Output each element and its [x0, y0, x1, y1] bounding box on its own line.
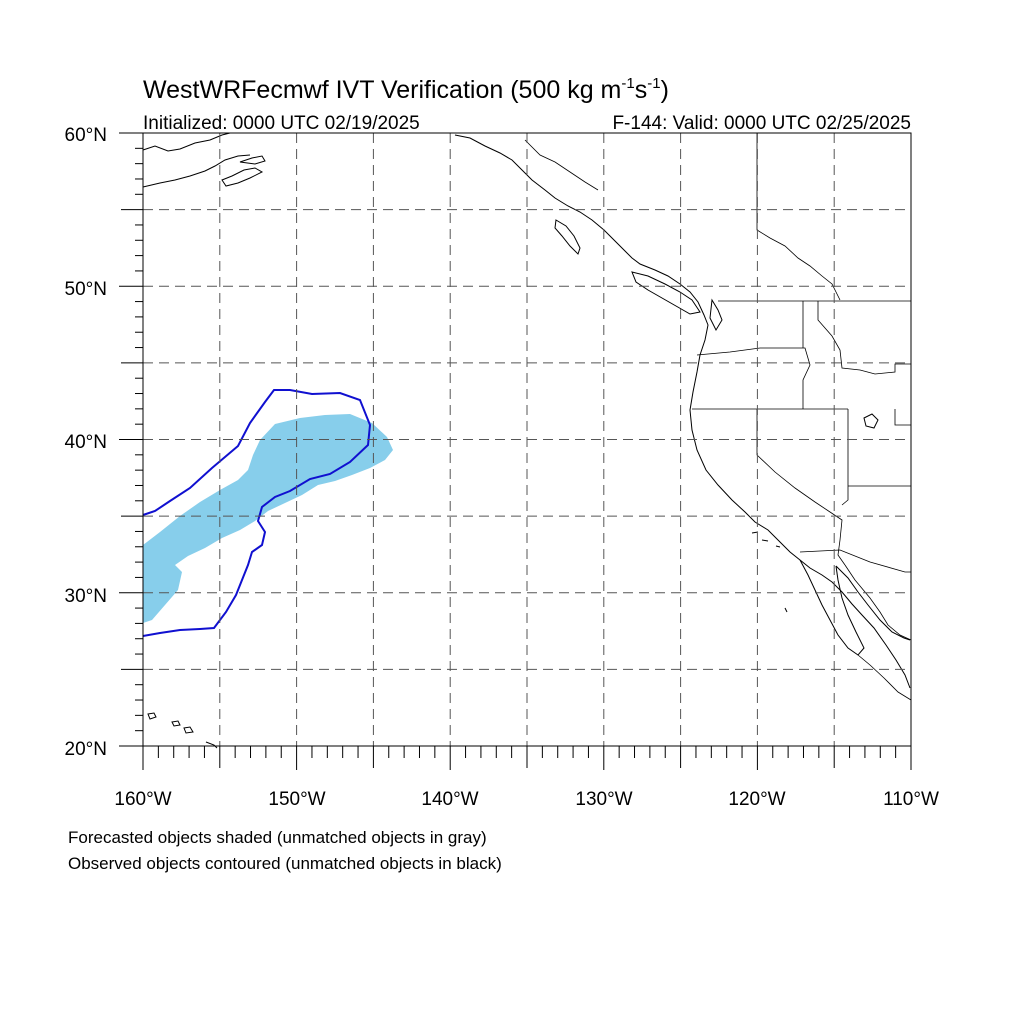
- mexico-mainland-coast: [844, 564, 912, 701]
- init-time-label: Initialized: 0000 UTC 02/19/2025: [143, 113, 420, 134]
- alaska-coast: [142, 132, 251, 188]
- us-mexico-border: [799, 549, 911, 573]
- gulf-of-california: [835, 565, 911, 641]
- figure-title: WestWRFecmwf IVT Verification (500 kg m-…: [143, 75, 669, 104]
- haida-gwaii: [554, 219, 581, 255]
- arizona-west-border: [837, 539, 846, 566]
- title-main: WestWRFecmwf IVT Verification (500 kg m: [143, 76, 621, 104]
- forecast-object-shade: [143, 414, 393, 623]
- offshore-islands: [751, 531, 788, 613]
- kodiak-island: [221, 155, 266, 187]
- lat-label-40n: 40°N: [65, 432, 107, 453]
- great-salt-lake: [863, 413, 879, 429]
- political-borders: [524, 133, 912, 701]
- legend-observed-note: Observed objects contoured (unmatched ob…: [68, 854, 502, 873]
- wa-or-border: [696, 347, 811, 409]
- graticule: [143, 133, 911, 746]
- title-sup1: -1: [621, 75, 634, 92]
- ca-nv-border: [756, 409, 843, 541]
- lon-label-120w: 120°W: [728, 789, 785, 810]
- observed-object-contour: [142, 389, 372, 637]
- lat-label-50n: 50°N: [65, 279, 107, 300]
- axis-ticks: [119, 132, 912, 770]
- lon-label-160w: 160°W: [114, 789, 171, 810]
- puget-sound: [709, 298, 723, 332]
- alaska-canada-border: [524, 139, 599, 191]
- idaho-border: [802, 301, 911, 375]
- lat-label-60n: 60°N: [65, 125, 107, 146]
- lat-label-30n: 30°N: [65, 586, 107, 607]
- valid-time-label: F-144: Valid: 0000 UTC 02/25/2025: [612, 113, 911, 134]
- legend-forecast-note: Forecasted objects shaded (unmatched obj…: [68, 828, 487, 847]
- lon-label-140w: 140°W: [421, 789, 478, 810]
- title-sup2: -1: [647, 75, 660, 92]
- lat-label-20n: 20°N: [65, 739, 107, 760]
- baja-california: [799, 559, 865, 656]
- canada-inland-border: [756, 133, 841, 301]
- vancouver-island: [631, 271, 701, 315]
- hawaii-islands: [147, 712, 218, 749]
- lon-label-150w: 150°W: [268, 789, 325, 810]
- lon-label-110w: 110°W: [883, 789, 939, 810]
- lon-label-130w: 130°W: [575, 789, 632, 810]
- title-end: ): [661, 76, 669, 104]
- bc-alaska-coast: [454, 134, 911, 689]
- title-mid: s: [635, 76, 648, 104]
